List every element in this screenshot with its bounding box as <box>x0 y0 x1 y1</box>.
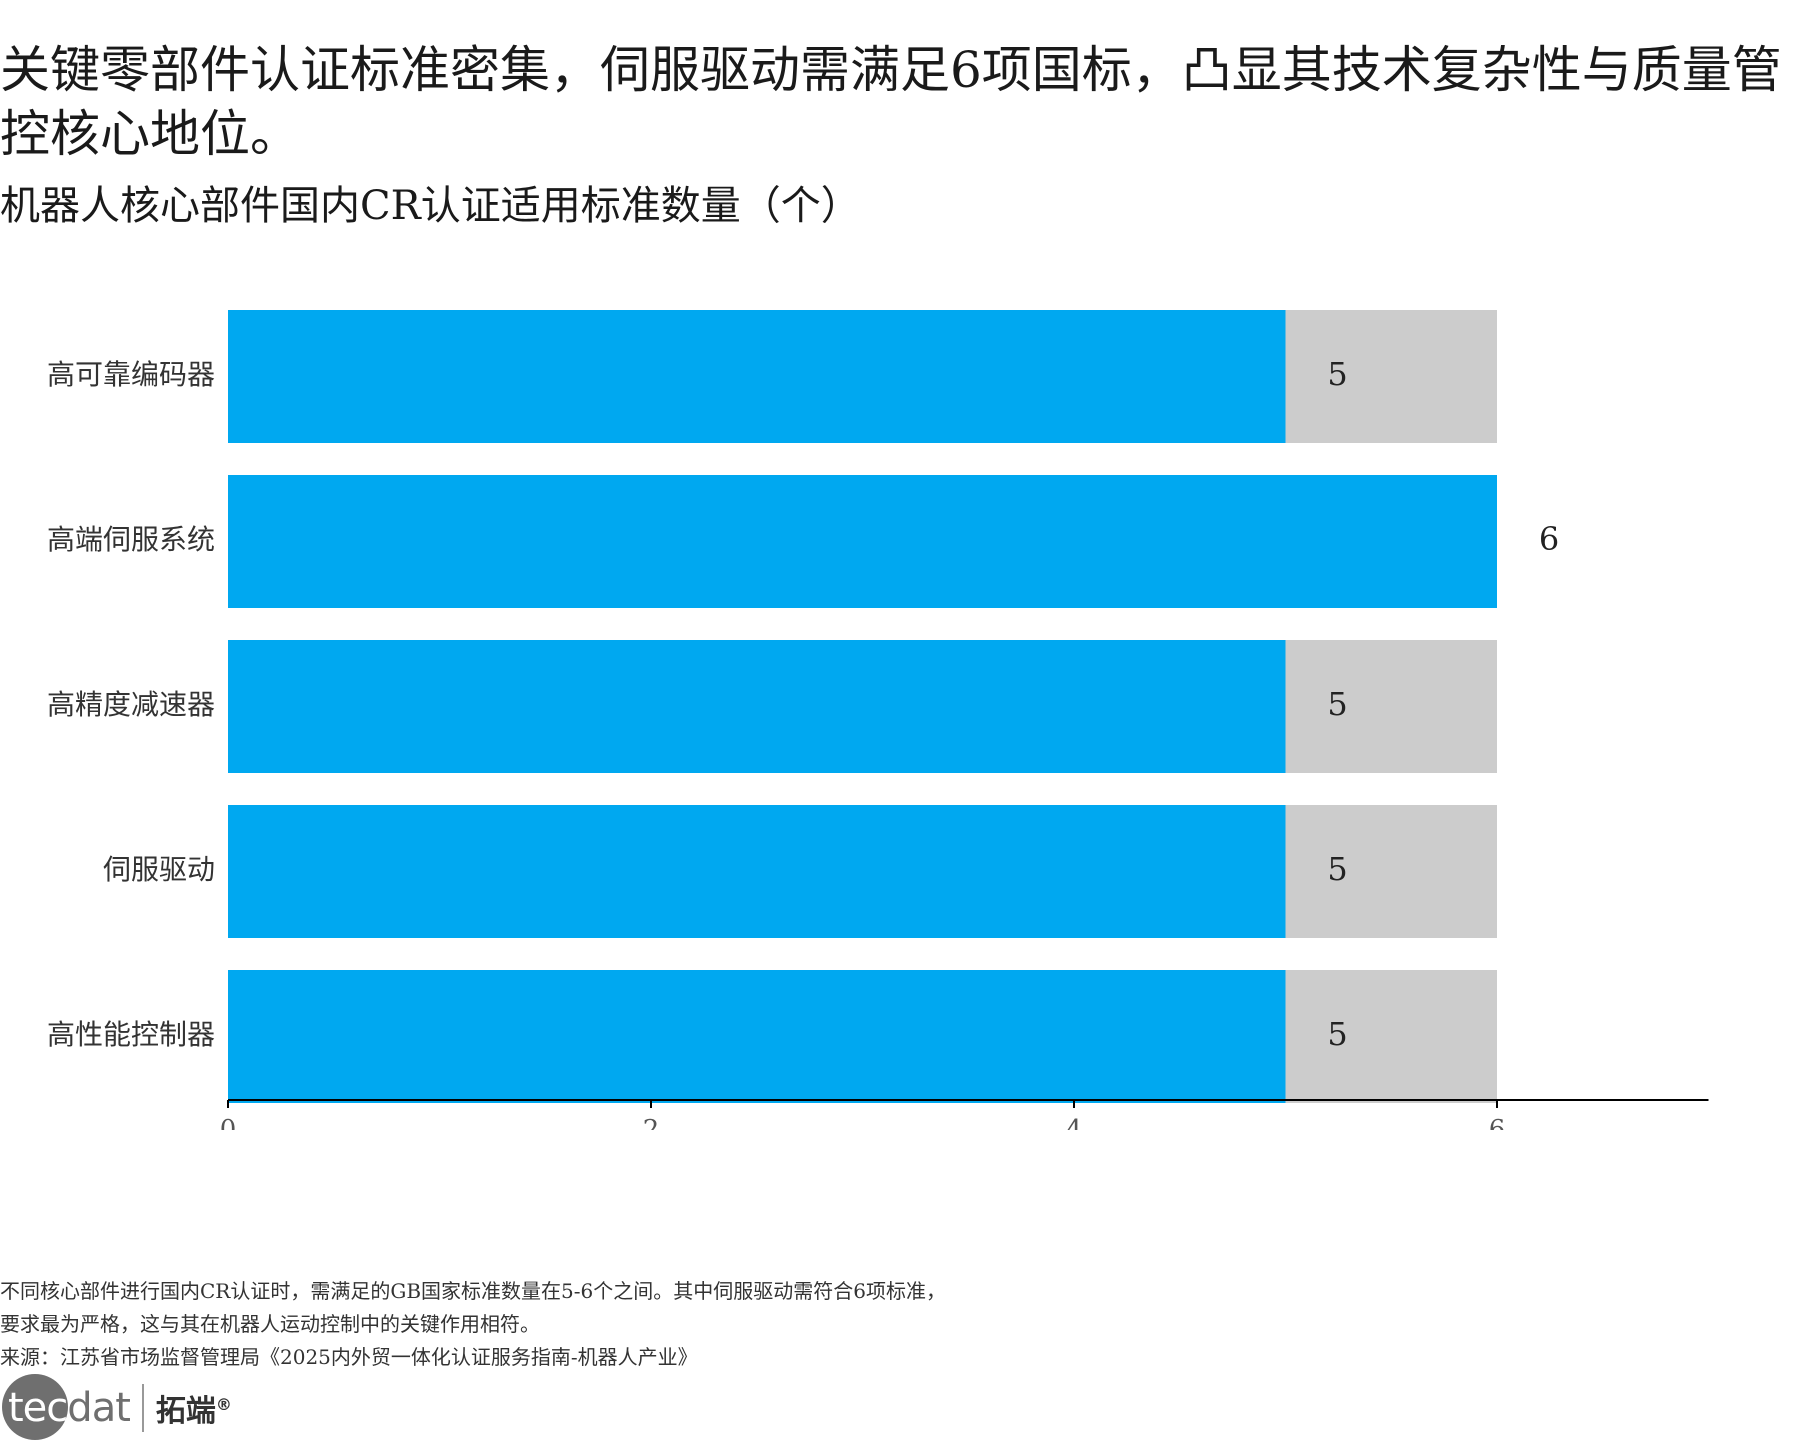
x-tick-label: 4 <box>1066 1115 1083 1130</box>
source-note: 来源：江苏省市场监督管理局《2025内外贸一体化认证服务指南-机器人产业》 <box>0 1345 698 1369</box>
x-tick-label: 6 <box>1489 1115 1506 1130</box>
category-label: 高端伺服系统 <box>47 523 215 556</box>
bar <box>228 805 1286 938</box>
registered-mark: ® <box>215 1395 232 1414</box>
bar <box>228 970 1286 1103</box>
logo-latin-first: tec <box>8 1385 68 1431</box>
bar-chart: 高可靠编码器 5 高端伺服系统 6 高精度减速器 5 伺服驱动 5 高性能控制器 5 0 2 4 6 <box>47 310 1709 1130</box>
chart-notes: 不同核心部件进行国内CR认证时，需满足的GB国家标准数量在5-6个之间。其中伺服… <box>0 1275 946 1374</box>
logo-separator <box>141 1384 144 1432</box>
tecdat-logo: tecdat 拓端® <box>0 1372 232 1444</box>
note-line-1: 不同核心部件进行国内CR认证时，需满足的GB国家标准数量在5-6个之间。其中伺服… <box>0 1279 946 1303</box>
bar <box>228 475 1497 608</box>
bar <box>228 640 1286 773</box>
x-tick-label: 0 <box>220 1115 237 1130</box>
logo-chinese-text: 拓端® <box>156 1386 232 1430</box>
data-label: 5 <box>1327 850 1347 888</box>
data-label: 5 <box>1327 685 1347 723</box>
category-label: 伺服驱动 <box>103 853 215 886</box>
x-tick-label: 2 <box>643 1115 660 1130</box>
note-line-2: 要求最为严格，这与其在机器人运动控制中的关键作用相符。 <box>0 1312 540 1336</box>
chart-subtitle: 机器人核心部件国内CR认证适用标准数量（个） <box>0 183 861 229</box>
logo-circle-icon <box>2 1374 68 1440</box>
logo-chinese: 拓端 <box>155 1394 216 1429</box>
category-label: 高性能控制器 <box>47 1018 215 1051</box>
chart-title: 关键零部件认证标准密集，伺服驱动需满足6项国标，凸显其技术复杂性与质量管控核心地… <box>0 41 1782 163</box>
data-label: 5 <box>1327 1015 1347 1053</box>
category-label: 高可靠编码器 <box>47 358 215 391</box>
logo-latin-text: tecdat <box>8 1385 131 1431</box>
data-label: 6 <box>1539 520 1559 558</box>
bar <box>228 310 1286 443</box>
data-label: 5 <box>1327 355 1347 393</box>
logo-latin-rest: dat <box>67 1385 131 1431</box>
category-label: 高精度减速器 <box>47 688 215 721</box>
